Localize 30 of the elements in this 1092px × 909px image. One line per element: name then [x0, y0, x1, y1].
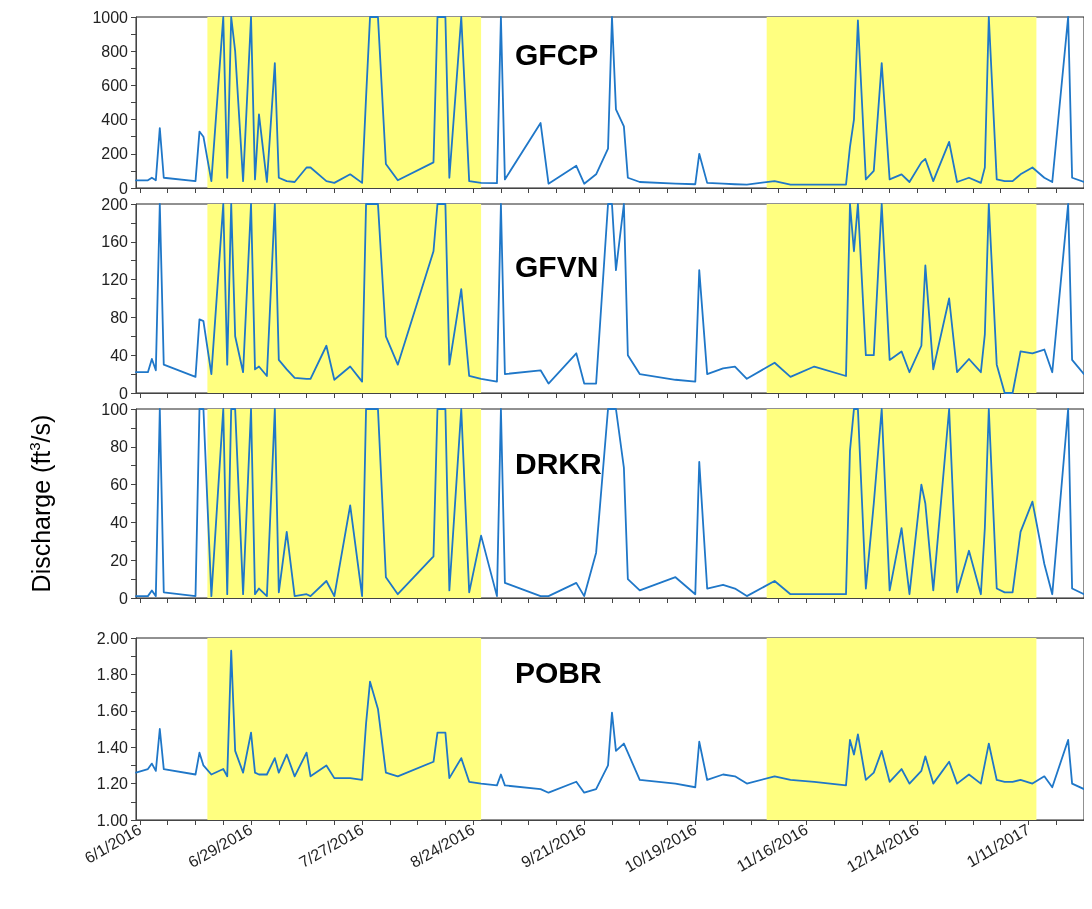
y-tick-label: 40	[110, 346, 129, 364]
y-tick-label: 0	[119, 589, 129, 607]
y-tick-label: 20	[110, 551, 129, 569]
y-tick-label: 80	[110, 438, 129, 456]
y-tick-label: 80	[110, 308, 129, 326]
line-series	[135, 649, 1084, 794]
y-tick-label: 1.00	[96, 811, 129, 829]
text: POBR	[515, 655, 603, 689]
y-tick-label: 1.20	[96, 775, 129, 793]
y-tick-label: 400	[101, 111, 129, 129]
y-tick-label: 60	[110, 476, 129, 494]
y-tick-label: 1.40	[96, 738, 129, 756]
y-tick-label: 0	[119, 384, 129, 402]
y-tick-label: 160	[101, 233, 129, 251]
text: GFVN	[515, 249, 599, 283]
y-tick-label: 1.60	[96, 702, 129, 720]
y-tick-label: 800	[101, 42, 129, 60]
y-tick-label: 40	[110, 513, 129, 531]
y-tick-label: 0	[119, 179, 129, 197]
y-tick-label: 200	[101, 195, 129, 213]
y-tick-label: 200	[101, 145, 129, 163]
y-tick-label: 1000	[92, 8, 129, 26]
y-tick-label: 1.80	[96, 665, 129, 683]
text: DRKR	[515, 446, 602, 480]
y-axis-title: Discharge (ft3/s)	[26, 414, 55, 593]
y-tick-label: 120	[101, 271, 129, 289]
y-tick-label: 600	[101, 76, 129, 94]
text: GFCP	[515, 37, 599, 71]
y-tick-label: 100	[101, 400, 129, 418]
y-tick-label: 2.00	[96, 629, 129, 647]
